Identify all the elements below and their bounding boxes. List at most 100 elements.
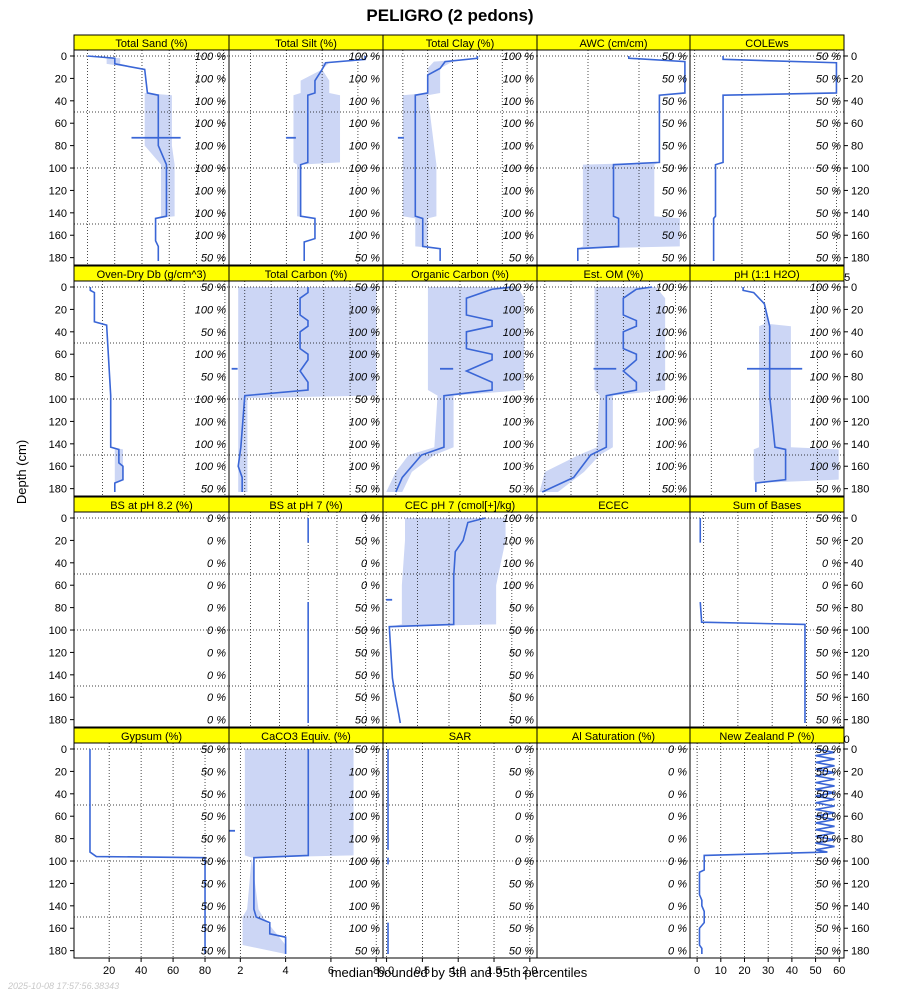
depth-tick-label-right: 20 bbox=[851, 73, 863, 85]
depth-tick-label-left: 40 bbox=[55, 327, 67, 339]
percent-label: 50 % bbox=[662, 484, 687, 496]
percent-label: 50 % bbox=[355, 647, 380, 659]
panel-strip-label: BS at pH 8.2 (%) bbox=[110, 500, 193, 512]
percent-label: 50 % bbox=[355, 535, 380, 547]
percent-label: 50 % bbox=[662, 253, 687, 265]
percent-label: 100 % bbox=[656, 461, 687, 473]
depth-tick-label-left: 140 bbox=[49, 208, 67, 220]
percent-label: 0 % bbox=[207, 692, 226, 704]
percent-label: 0 % bbox=[207, 647, 226, 659]
panel-plot-area: 0 % 50 % 0 % 0 % 0 % 0 % 50 % 50 % 50 % 50 % bbox=[383, 743, 537, 958]
percent-label: 0 % bbox=[668, 834, 687, 846]
percent-label: 50 % bbox=[355, 394, 380, 406]
panel-plot-area: 50 % 100 % 100 % 100 % 100 % 50 % 100 % 100 % 10… bbox=[229, 281, 383, 496]
percent-label: 50 % bbox=[509, 253, 534, 265]
panel-plot-area: 50 % 100 % 50 % 100 % 50 % 100 % 100 % 100 % 100… bbox=[74, 281, 229, 496]
percent-label: 100 % bbox=[349, 163, 380, 175]
percentile-band bbox=[389, 518, 506, 723]
depth-tick-label-right: 100 bbox=[851, 163, 869, 175]
percent-label: 50 % bbox=[509, 766, 534, 778]
percent-label: 50 % bbox=[816, 253, 841, 265]
percent-label: 0 % bbox=[207, 558, 226, 570]
panel-strip-label: Total Clay (%) bbox=[426, 38, 494, 50]
depth-tick-label-left: 100 bbox=[49, 163, 67, 175]
percent-label: 100 % bbox=[503, 51, 534, 63]
percent-label: 100 % bbox=[503, 513, 534, 525]
depth-tick-label-left: 120 bbox=[49, 647, 67, 659]
percent-label: 100 % bbox=[503, 327, 534, 339]
percent-label: 100 % bbox=[656, 439, 687, 451]
percent-label: 100 % bbox=[349, 208, 380, 220]
percent-label: 0 % bbox=[668, 946, 687, 958]
median-line bbox=[237, 287, 309, 492]
percent-label: 100 % bbox=[349, 834, 380, 846]
depth-tick-label-left: 100 bbox=[49, 625, 67, 637]
depth-tick-label-right: 40 bbox=[851, 327, 863, 339]
percent-label: 100 % bbox=[810, 461, 841, 473]
depth-tick-label-left: 20 bbox=[55, 766, 67, 778]
median-line bbox=[388, 517, 486, 724]
percent-label: 50 % bbox=[355, 670, 380, 682]
depth-tick-label-right: 80 bbox=[851, 834, 863, 846]
percent-label: 0 % bbox=[668, 856, 687, 868]
depth-tick-label-right: 120 bbox=[851, 185, 869, 197]
percent-label: 0 % bbox=[207, 513, 226, 525]
percent-label: 50 % bbox=[201, 789, 226, 801]
depth-tick-label-right: 40 bbox=[851, 789, 863, 801]
percent-label: 100 % bbox=[656, 349, 687, 361]
percent-label: 100 % bbox=[349, 51, 380, 63]
percent-label: 100 % bbox=[503, 96, 534, 108]
depth-tick-label-right: 40 bbox=[851, 558, 863, 570]
x-tick-label: 0 bbox=[694, 965, 700, 977]
percent-label: 0 % bbox=[668, 923, 687, 935]
percent-label: 50 % bbox=[201, 811, 226, 823]
depth-tick-label-left: 60 bbox=[55, 118, 67, 130]
percentile-band bbox=[539, 287, 666, 492]
depth-tick-label-right: 160 bbox=[851, 230, 869, 242]
panel-plot-area: 100 % 100 % 100 % 100 % 100 % 100 % 100 % 100 %… bbox=[74, 50, 229, 265]
panel-14: ECEC bbox=[536, 496, 691, 728]
median-line bbox=[299, 56, 366, 261]
percent-label: 100 % bbox=[195, 163, 226, 175]
percent-label: 100 % bbox=[195, 416, 226, 428]
x-tick-label: 8 bbox=[373, 965, 379, 977]
x-tick-label: 40 bbox=[135, 965, 147, 977]
percent-label: 100 % bbox=[349, 372, 380, 384]
percent-label: 50 % bbox=[509, 923, 534, 935]
percentile-band bbox=[402, 56, 478, 261]
panel-strip-label: AWC (cm/cm) bbox=[579, 38, 647, 50]
percent-label: 0 % bbox=[207, 535, 226, 547]
median-line bbox=[395, 286, 512, 493]
percent-label: 0 % bbox=[668, 811, 687, 823]
percent-label: 50 % bbox=[355, 946, 380, 958]
percent-label: 50 % bbox=[816, 603, 841, 615]
depth-tick-label-right: 120 bbox=[851, 416, 869, 428]
panel-strip-label: pH (1:1 H2O) bbox=[734, 269, 799, 281]
percent-label: 50 % bbox=[816, 789, 841, 801]
x-tick-label: 20 bbox=[738, 965, 750, 977]
percent-label: 100 % bbox=[503, 372, 534, 384]
percent-label: 50 % bbox=[816, 923, 841, 935]
depth-tick-label-right: 60 bbox=[851, 580, 863, 592]
panel-9: Est. OM (%)100 %100 %100 %100 %100 %100 … bbox=[535, 265, 691, 515]
percent-label: 100 % bbox=[195, 304, 226, 316]
depth-tick-label-left: 120 bbox=[49, 416, 67, 428]
percent-label: 50 % bbox=[201, 856, 226, 868]
depth-tick-label-left: 60 bbox=[55, 349, 67, 361]
percent-label: 50 % bbox=[201, 744, 226, 756]
percent-label: 50 % bbox=[355, 484, 380, 496]
depth-tick-label-right: 0 bbox=[851, 51, 857, 63]
panel-plot-area: 100 % 100 % 100 % 100 % 50 % 50 % 50 % 50 % 50 %… bbox=[383, 512, 537, 727]
percent-label: 50 % bbox=[816, 163, 841, 175]
panel-frame bbox=[689, 742, 845, 959]
depth-tick-label-right: 120 bbox=[851, 647, 869, 659]
x-tick-label: 10 bbox=[715, 965, 727, 977]
panel-plot-area: 50 % 50 % 50 % 50 % 50 % 50 % 50 % 50 % 50 % 50 % bbox=[537, 50, 690, 265]
depth-tick-label-right: 60 bbox=[851, 118, 863, 130]
percent-label: 100 % bbox=[195, 230, 226, 242]
percent-label: 50 % bbox=[816, 692, 841, 704]
x-tick-label: 2.0 bbox=[522, 965, 537, 977]
panel-strip-label: Organic Carbon (%) bbox=[411, 269, 509, 281]
percent-label: 100 % bbox=[195, 141, 226, 153]
percent-label: 100 % bbox=[195, 96, 226, 108]
